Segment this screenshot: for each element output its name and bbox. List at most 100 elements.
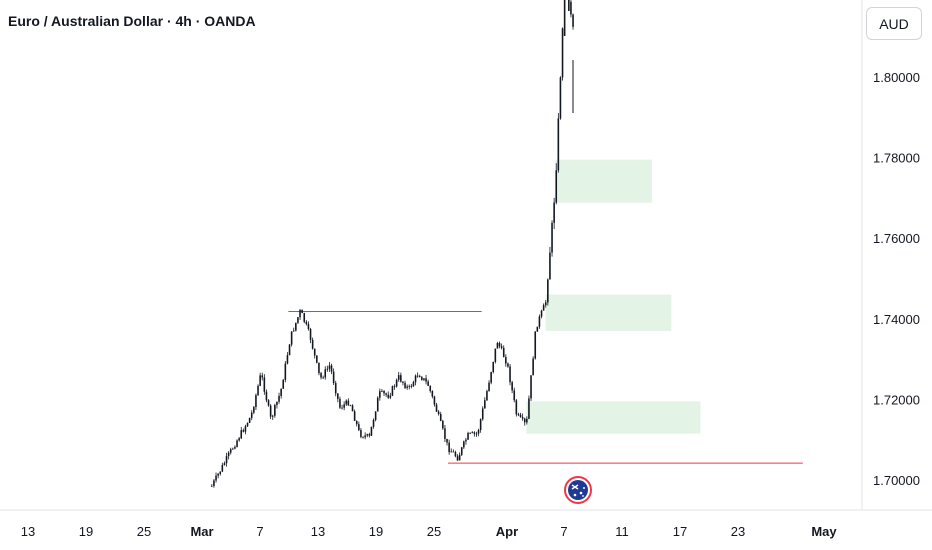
candle-body: [519, 414, 522, 417]
australia-flag-icon[interactable]: [564, 476, 592, 504]
candle-body: [349, 405, 352, 407]
candle-body: [534, 331, 537, 359]
candle-body: [473, 432, 476, 434]
candle-body: [238, 438, 240, 441]
candle-body: [547, 279, 549, 303]
candle-body: [246, 422, 249, 427]
candle-body: [572, 14, 574, 27]
candle-body: [448, 442, 450, 453]
candle-body: [431, 391, 434, 397]
candle-body: [427, 381, 429, 386]
time-tick-label: 13: [311, 524, 325, 539]
candle-body: [416, 375, 419, 377]
candle-body: [332, 371, 335, 384]
candle-body: [429, 385, 432, 392]
candle-body: [481, 408, 484, 420]
candle-body: [511, 382, 513, 391]
candle-body: [219, 471, 222, 474]
candle-body: [421, 377, 423, 380]
candle-body: [439, 413, 442, 421]
candle-body: [444, 428, 446, 439]
candle-body: [442, 420, 444, 429]
candle-body: [286, 355, 289, 364]
candle-body: [555, 170, 558, 203]
candle-body: [217, 473, 219, 476]
candle-body: [337, 393, 339, 399]
candle-body: [507, 363, 509, 367]
candle-body: [456, 456, 459, 461]
candle-body: [418, 376, 421, 378]
candle-body: [551, 222, 553, 253]
time-tick-label: 13: [21, 524, 35, 539]
time-tick-label: 25: [137, 524, 151, 539]
candle-body: [309, 329, 312, 340]
price-tick-label: 1.70000: [873, 473, 920, 488]
candle-body: [322, 377, 324, 379]
candle-body: [400, 375, 402, 382]
candle-body: [221, 464, 224, 472]
candle-body: [257, 385, 259, 396]
demand-zone: [555, 159, 653, 203]
candle-body: [469, 432, 471, 434]
candle-body: [538, 316, 541, 327]
time-axis[interactable]: 13 19 25 Mar 7 13 19 25 Apr 7 11 17 23 May: [21, 524, 838, 539]
candle-body: [368, 434, 371, 436]
candle-body: [301, 309, 303, 314]
candle-body: [492, 361, 495, 373]
price-tick-label: 1.76000: [873, 231, 920, 246]
candle-body: [381, 390, 383, 392]
candle-body: [454, 452, 457, 457]
candle-body: [437, 411, 440, 414]
candle-body: [351, 405, 354, 412]
currency-selector[interactable]: AUD: [866, 7, 922, 40]
candle-body: [288, 344, 291, 356]
price-tick-label: 1.78000: [873, 151, 920, 166]
candle-body: [261, 375, 264, 378]
candle-body: [475, 433, 478, 435]
candle-body: [530, 375, 532, 399]
candle-body: [540, 310, 543, 317]
candle-body: [232, 448, 234, 450]
candle-body: [324, 369, 327, 378]
candle-body: [292, 330, 295, 332]
candle-body: [353, 411, 356, 421]
candle-body: [486, 391, 488, 401]
candle-body: [515, 400, 518, 415]
chart-title: Euro / Australian Dollar · 4h · OANDA: [8, 13, 256, 29]
price-axis[interactable]: 1.80000 1.78000 1.76000 1.74000 1.72000 1.700…: [873, 70, 920, 488]
candle-body: [341, 407, 343, 409]
candle-body: [278, 395, 280, 402]
price-tick-label: 1.74000: [873, 312, 920, 327]
level-lines: [288, 311, 803, 464]
candle-body: [509, 366, 511, 383]
candle-body: [561, 28, 564, 78]
candle-body: [528, 398, 530, 419]
candle-body: [303, 313, 306, 322]
candle-body: [339, 398, 341, 408]
candle-body: [297, 317, 299, 323]
candle-body: [236, 440, 238, 447]
candle-body: [517, 414, 520, 416]
time-tick-label: 19: [369, 524, 383, 539]
candle-body: [463, 441, 465, 448]
candle-body: [374, 411, 377, 420]
candle-body: [282, 379, 285, 389]
candle-body: [414, 375, 417, 383]
candle-body: [383, 390, 385, 394]
candle-body: [290, 331, 293, 345]
demand-zones: [526, 159, 701, 434]
candle-body: [360, 430, 362, 437]
candle-body: [320, 373, 322, 378]
candle-body: [526, 418, 528, 423]
candle-body: [570, 1, 572, 15]
time-tick-label: 25: [427, 524, 441, 539]
candle-body: [498, 343, 501, 347]
time-tick-label: May: [811, 524, 837, 539]
candle-body: [536, 326, 539, 332]
candle-body: [242, 430, 245, 432]
candle-body: [458, 454, 461, 461]
candle-body: [271, 415, 274, 417]
candle-body: [465, 439, 467, 442]
candle-body: [450, 451, 453, 453]
